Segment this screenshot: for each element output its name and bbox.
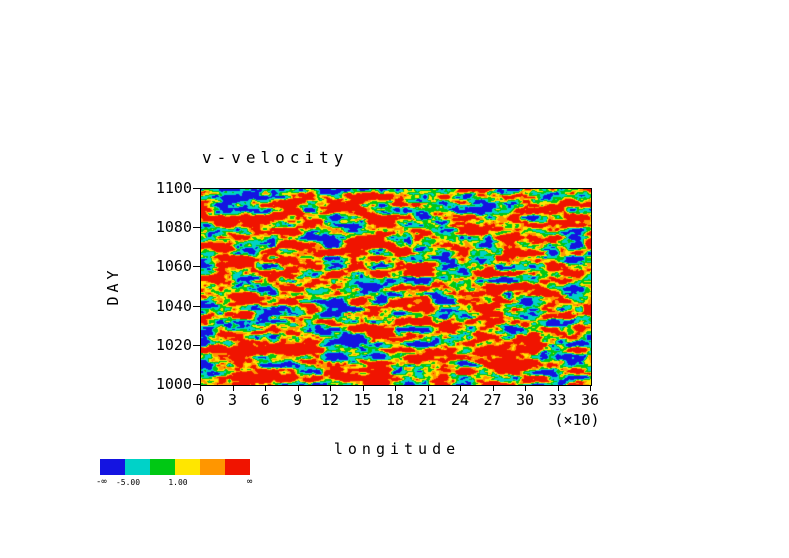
x-tick-label: 30	[515, 391, 535, 409]
colorbar-segment	[225, 459, 250, 475]
colorbar-segment	[200, 459, 225, 475]
x-tick-mark	[395, 385, 396, 391]
x-tick-label: 18	[385, 391, 405, 409]
x-tick-label: 36	[580, 391, 600, 409]
plot-area	[200, 188, 592, 386]
y-axis-label: DAY	[104, 266, 122, 306]
x-tick-mark	[427, 385, 429, 391]
y-tick-label: 1080	[155, 218, 192, 237]
x-tick-mark	[590, 385, 591, 391]
y-tick-label: 1040	[155, 296, 192, 315]
x-tick-label: 24	[450, 391, 470, 409]
x-tick-mark	[492, 385, 494, 391]
y-tick-mark	[193, 344, 200, 346]
x-tick-mark	[200, 385, 201, 391]
x-tick-mark	[330, 385, 331, 391]
x-tick-label: 3	[227, 391, 238, 409]
y-tick-mark	[193, 384, 200, 385]
colorbar-segment	[175, 459, 200, 475]
x-tick-label: 27	[483, 391, 502, 409]
x-tick-mark	[525, 385, 526, 391]
x-tick-mark	[265, 385, 266, 391]
y-tick-mark	[193, 305, 200, 307]
y-tick-mark	[193, 266, 200, 268]
colorbar-end-label-max: ∞	[247, 477, 253, 487]
y-tick-label: 1000	[155, 375, 192, 393]
x-tick-label: 33	[548, 391, 567, 409]
x-tick-mark	[460, 385, 461, 391]
x-tick-label: 12	[320, 391, 340, 409]
x-axis-label: longitude	[333, 440, 461, 458]
x-tick-label: 6	[260, 391, 270, 409]
colorbar-end-label-min: -∞	[96, 477, 107, 487]
colorbar-segment	[150, 459, 175, 475]
chart-title: v-velocity	[202, 148, 349, 167]
x-axis-scale-note: (×10)	[554, 411, 600, 429]
y-tick-label: 1020	[155, 335, 192, 354]
x-tick-label: 21	[418, 391, 437, 409]
colorbar-segment	[100, 459, 125, 475]
y-tick-label: 1060	[155, 257, 192, 276]
y-tick-label: 1100	[155, 179, 192, 197]
heatmap-canvas	[201, 189, 591, 385]
x-tick-mark	[232, 385, 234, 391]
y-tick-mark	[193, 188, 200, 189]
colorbar-tick-label: 1.00	[168, 478, 188, 487]
x-tick-label: 0	[195, 391, 205, 409]
x-tick-mark	[297, 385, 299, 391]
x-tick-mark	[362, 385, 364, 391]
x-tick-label: 15	[353, 391, 372, 409]
colorbar-tick-label: -5.00	[115, 478, 141, 487]
y-tick-mark	[193, 227, 200, 229]
x-tick-mark	[557, 385, 559, 391]
x-tick-label: 9	[292, 391, 303, 409]
colorbar	[100, 459, 250, 475]
colorbar-segment	[125, 459, 150, 475]
